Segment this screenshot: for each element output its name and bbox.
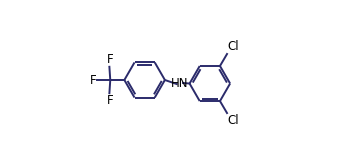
Text: F: F [90, 73, 96, 87]
Text: HN: HN [171, 77, 189, 90]
Text: Cl: Cl [227, 114, 239, 127]
Text: F: F [107, 94, 113, 107]
Text: F: F [107, 53, 113, 66]
Text: Cl: Cl [227, 40, 239, 53]
